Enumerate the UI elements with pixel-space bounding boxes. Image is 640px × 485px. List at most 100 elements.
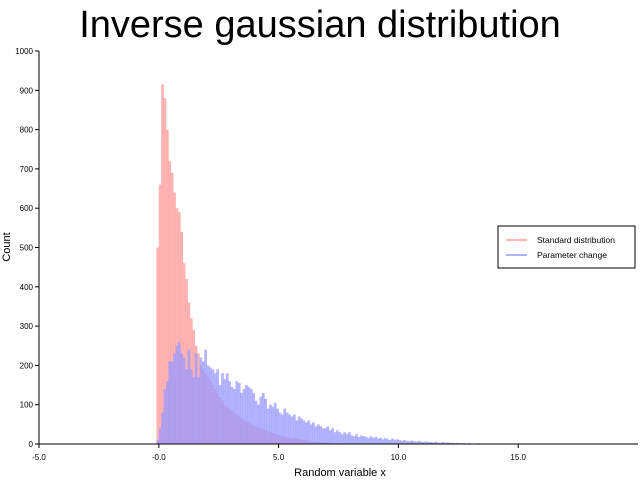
y-tick-label: 700: [20, 165, 34, 174]
histogram-bar: [331, 428, 334, 444]
histogram-bar: [315, 426, 318, 444]
histogram-bar: [389, 440, 392, 444]
histogram-bar: [303, 420, 306, 444]
y-tick-label: 400: [20, 283, 34, 292]
y-tick-label: 200: [20, 361, 34, 370]
histogram-bar: [322, 428, 325, 444]
histogram-bar: [410, 440, 413, 444]
bars-layer: [156, 84, 509, 444]
histogram-bar: [219, 385, 222, 444]
histogram-bar: [307, 420, 310, 444]
y-tick-label: 800: [20, 126, 34, 135]
histogram-bar: [164, 389, 167, 444]
histogram-bar: [195, 354, 198, 444]
histogram-bar: [346, 434, 349, 444]
histogram-bar: [329, 430, 332, 444]
histogram-bar: [176, 346, 179, 444]
histogram-bar: [231, 387, 234, 444]
histogram-bar: [339, 432, 342, 444]
histogram-bar: [367, 438, 370, 444]
histogram-bar: [386, 439, 389, 444]
histogram-bar: [161, 84, 164, 444]
histogram-bar: [394, 440, 397, 444]
histogram-bar: [382, 439, 385, 444]
histogram-bar: [317, 424, 320, 444]
histogram-bar: [398, 440, 401, 444]
histogram-bar: [159, 428, 162, 444]
histogram-bar: [212, 369, 215, 444]
histogram-bar: [188, 350, 191, 444]
histogram-bar: [233, 389, 236, 444]
y-tick-label: 500: [20, 244, 34, 253]
histogram-bar: [334, 432, 337, 444]
histogram-bar: [271, 407, 274, 444]
histogram-bar: [403, 440, 406, 444]
chart-title: Inverse gaussian distribution: [79, 4, 561, 46]
x-tick-label: 10.0: [391, 453, 407, 462]
histogram-bar: [171, 361, 174, 444]
histogram-bar: [374, 437, 377, 444]
histogram-bar: [295, 420, 298, 444]
histogram-bar: [243, 389, 246, 444]
histogram-bar: [250, 389, 253, 444]
histogram-bar: [264, 399, 267, 444]
histogram-bar: [192, 377, 195, 444]
histogram-bar: [358, 437, 361, 444]
legend-label-standard: Standard distribution: [537, 235, 615, 245]
histogram-bar: [180, 354, 183, 444]
histogram-bar: [173, 354, 176, 444]
histogram-bar: [370, 436, 373, 444]
histogram-bar: [341, 434, 344, 444]
histogram-bar: [200, 358, 203, 444]
histogram-bar: [286, 413, 289, 444]
x-tick-label: -5.0: [32, 453, 46, 462]
histogram-bar: [305, 422, 308, 444]
histogram-bar: [365, 437, 368, 444]
histogram-bar: [259, 397, 262, 444]
histogram-bar: [238, 383, 241, 444]
x-tick-label: 5.0: [273, 453, 285, 462]
histogram-bar: [293, 415, 296, 444]
histogram-bar: [276, 409, 279, 444]
histogram-bar: [298, 416, 301, 444]
histogram-bar: [391, 439, 394, 445]
histogram-bar: [245, 385, 248, 444]
y-tick-label: 0: [29, 440, 34, 449]
histogram-bar: [300, 418, 303, 444]
histogram-bar: [336, 430, 339, 444]
histogram-bar: [291, 416, 294, 444]
histogram-bar: [350, 435, 353, 444]
histogram-bar: [283, 409, 286, 444]
histogram-bar: [353, 436, 356, 444]
histogram-bar: [240, 393, 243, 444]
histogram-bar: [247, 387, 250, 444]
histogram-bar: [168, 361, 171, 444]
histogram-bar: [269, 405, 272, 444]
histogram-bar: [214, 373, 217, 444]
histogram-bar: [209, 367, 212, 444]
histogram-bar: [252, 393, 255, 444]
histogram-bar: [262, 393, 265, 444]
y-axis-label: Count: [1, 232, 13, 261]
histogram-bar: [312, 422, 315, 444]
series-1: [156, 342, 509, 444]
histogram-bar: [288, 415, 291, 444]
histogram-bar: [255, 401, 258, 444]
histogram-bar: [226, 373, 229, 444]
histogram-bar: [360, 435, 363, 444]
histogram-bar: [310, 424, 313, 444]
histogram-bar: [223, 379, 226, 444]
histogram-bar: [384, 438, 387, 444]
histogram-bar: [343, 432, 346, 444]
x-tick-label: -0.0: [152, 453, 166, 462]
histogram-bar: [183, 358, 186, 444]
histogram-bar: [274, 403, 277, 444]
histogram-bar: [161, 413, 164, 444]
histogram-bar: [202, 361, 205, 444]
histogram-bar: [197, 377, 200, 444]
histogram-bar: [207, 365, 210, 444]
histogram-bar: [348, 432, 351, 444]
histogram-bar: [235, 381, 238, 444]
